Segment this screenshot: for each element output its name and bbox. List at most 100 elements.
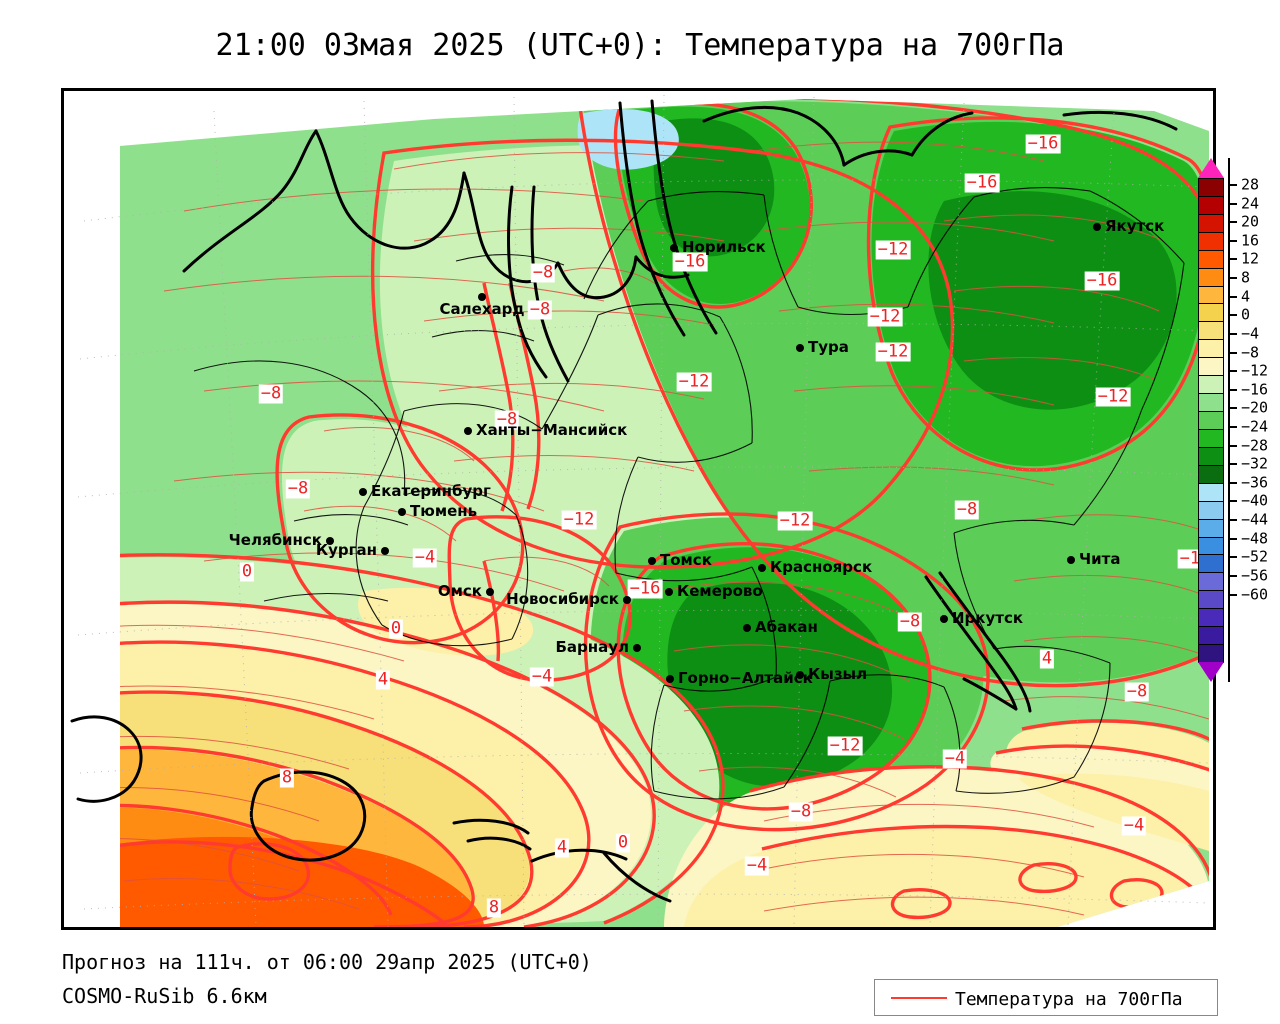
colorbar-tick	[1228, 481, 1237, 484]
colorbar-tick-label: −56	[1241, 566, 1269, 585]
city-label: Салехард	[439, 300, 525, 318]
colorbar-separator	[1198, 554, 1224, 556]
contour-label: −16	[1084, 270, 1120, 291]
contour-label: 0	[239, 561, 255, 582]
city-dot-icon	[1067, 556, 1075, 564]
colorbar-separator	[1198, 321, 1224, 323]
contour-label: −8	[527, 299, 553, 320]
colorbar-tick-label: −8	[1241, 343, 1260, 362]
contour-label: −8	[530, 262, 556, 283]
city-label: Красноярск	[770, 558, 873, 576]
colorbar-tick	[1228, 500, 1237, 503]
colorbar-swatch	[1198, 195, 1224, 215]
contour-label: −8	[1124, 681, 1150, 702]
contour-label: −12	[561, 509, 597, 530]
contour-label: −16	[672, 251, 708, 272]
colorbar-separator	[1198, 303, 1224, 305]
legend-line-swatch	[891, 997, 947, 999]
city-label: Екатеринбург	[371, 482, 491, 500]
contour-label: −4	[942, 748, 968, 769]
contour-label: −8	[258, 383, 284, 404]
colorbar-swatch	[1198, 536, 1224, 556]
colorbar-separator	[1198, 249, 1224, 251]
colorbar-separator	[1198, 213, 1224, 215]
colorbar-swatch	[1198, 464, 1224, 484]
contour-label: −8	[954, 499, 980, 520]
city-label: Челябинск	[228, 531, 322, 549]
map-canvas: −8 −8 −8 −8 −8 −12 −12 −16 −12 −12 −12 −16 −16 −16 −12…	[64, 91, 1213, 927]
contour-label: 4	[375, 669, 391, 690]
contour-label: −12	[1095, 386, 1131, 407]
colorbar-tick	[1228, 277, 1237, 280]
contour-label: −8	[788, 801, 814, 822]
colorbar-separator	[1198, 500, 1224, 502]
colorbar-swatch	[1198, 213, 1224, 233]
colorbar-tick-label: 24	[1241, 194, 1260, 213]
colorbar-tick-label: 28	[1241, 175, 1260, 194]
city-dot-icon	[633, 644, 641, 652]
colorbar-tick-label: 12	[1241, 249, 1260, 268]
colorbar-separator	[1198, 411, 1224, 413]
colorbar-swatch	[1198, 411, 1224, 430]
contour-label: −12	[676, 371, 712, 392]
colorbar-tick-label: −36	[1241, 473, 1269, 492]
city-label: Барнаул	[555, 638, 629, 656]
colorbar-swatch	[1198, 231, 1224, 251]
contour-label: 4	[1039, 648, 1055, 669]
colorbar-tick-label: −60	[1241, 585, 1269, 604]
city-dot-icon	[666, 675, 674, 683]
city-dot-icon	[478, 293, 486, 301]
colorbar-tick-label: −24	[1241, 417, 1269, 436]
colorbar-swatch	[1198, 375, 1224, 394]
forecast-info: Прогноз на 111ч. от 06:00 29апр 2025 (UT…	[62, 950, 592, 974]
contour-label: 4	[554, 837, 570, 858]
colorbar-separator	[1198, 464, 1224, 466]
colorbar-tick-label: −12	[1241, 361, 1269, 380]
colorbar-tick-label: 4	[1241, 287, 1251, 306]
colorbar-tick-label: 0	[1241, 305, 1251, 324]
map-frame: −8 −8 −8 −8 −8 −12 −12 −16 −12 −12 −12 −16 −16 −16 −12…	[61, 88, 1216, 930]
colorbar-tick-label: 16	[1241, 231, 1260, 250]
city-dot-icon	[1093, 223, 1101, 231]
contour-label: −8	[494, 409, 520, 430]
city-label: Томск	[660, 551, 712, 569]
colorbar-tick	[1228, 426, 1237, 428]
colorbar-separator	[1198, 626, 1224, 628]
colorbar-tick-label: −20	[1241, 398, 1269, 417]
city-dot-icon	[796, 671, 804, 679]
colorbar-tick-label: −28	[1241, 436, 1269, 455]
colorbar-tick	[1228, 221, 1237, 224]
city-label: Абакан	[755, 618, 818, 636]
contour-label: −12	[875, 239, 911, 260]
city-dot-icon	[670, 244, 678, 252]
colorbar-separator	[1198, 482, 1224, 484]
colorbar-tick	[1228, 370, 1237, 373]
colorbar-tick-label: 8	[1241, 268, 1251, 287]
colorbar-tick	[1228, 351, 1237, 354]
colorbar-tick	[1228, 184, 1237, 186]
city-label: Омск	[437, 582, 482, 600]
legend-box: Температура на 700гПа	[874, 979, 1218, 1016]
city-dot-icon	[398, 508, 406, 516]
colorbar-tick-label: −44	[1241, 510, 1269, 529]
contour-label: 8	[279, 767, 295, 788]
city-dot-icon	[648, 557, 656, 565]
model-info: COSMO-RuSib 6.6км	[62, 984, 267, 1008]
colorbar-tick-label: −4	[1241, 324, 1260, 343]
colorbar-separator	[1198, 644, 1224, 646]
temperature-field	[64, 91, 1213, 927]
colorbar-separator	[1198, 572, 1224, 574]
contour-label: −12	[777, 510, 813, 531]
colorbar-swatch	[1198, 357, 1224, 376]
colorbar-tick	[1228, 556, 1237, 559]
contour-label: 0	[615, 832, 631, 853]
colorbar-tick-label: 20	[1241, 212, 1260, 231]
city-label: Иркутск	[952, 609, 1024, 627]
colorbar-swatch	[1198, 428, 1224, 448]
colorbar-swatch	[1198, 303, 1224, 322]
contour-label: −4	[529, 666, 555, 687]
colorbar-tick	[1228, 444, 1237, 447]
city-label: Норильск	[682, 238, 766, 256]
colorbar-separator	[1198, 393, 1224, 395]
colorbar-tick	[1228, 258, 1237, 261]
